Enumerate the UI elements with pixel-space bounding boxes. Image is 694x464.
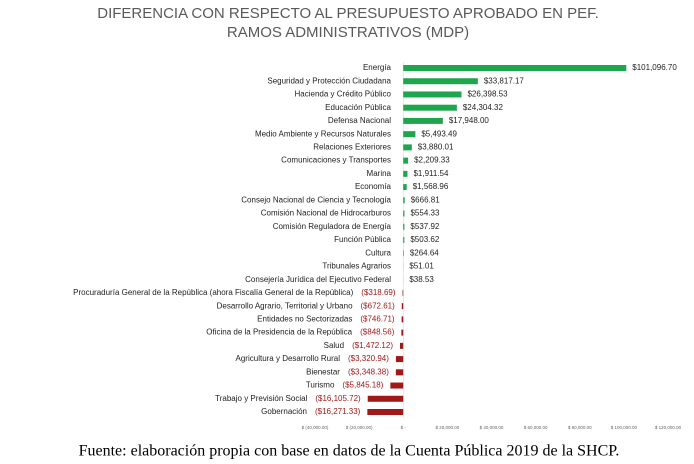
value-label: ($318.69) xyxy=(361,288,396,297)
value-label: ($672.61) xyxy=(361,301,396,310)
source-note: Fuente: elaboración propia con base en d… xyxy=(79,443,620,460)
bar xyxy=(403,250,404,257)
category-label: Tribunales Agrarios xyxy=(322,262,391,271)
value-label: ($1,472.12) xyxy=(352,341,393,350)
category-label: Medio Ambiente y Recursos Naturales xyxy=(255,129,391,138)
value-label: $537.92 xyxy=(410,222,439,231)
category-label: Salud xyxy=(324,341,344,350)
x-tick-label: $ (40,000.00) xyxy=(302,425,329,430)
category-label: Gobernación xyxy=(261,407,307,416)
value-label: $554.33 xyxy=(410,209,439,218)
category-label: Comisión Nacional de Hidrocarburos xyxy=(261,209,391,218)
category-label: Consejo Nacional de Ciencia y Tecnología xyxy=(241,195,391,204)
category-label: Comunicaciones y Transportes xyxy=(281,156,391,165)
category-label: Función Pública xyxy=(334,235,391,244)
value-label: $24,304.32 xyxy=(463,103,504,112)
x-tick-label: $ 120,000.00 xyxy=(655,425,682,430)
value-label: $51.01 xyxy=(409,262,434,271)
category-label: Seguridad y Protección Ciudadana xyxy=(267,76,391,85)
category-label: Hacienda y Crédito Público xyxy=(295,90,392,99)
category-label: Cultura xyxy=(365,248,391,257)
value-label: $264.64 xyxy=(410,248,439,257)
category-label: Agricultura y Desarrollo Rural xyxy=(236,354,341,363)
bar xyxy=(367,395,404,402)
category-label: Oficina de la Presidencia de la Repúblic… xyxy=(206,328,352,337)
value-label: $2,209.33 xyxy=(414,156,450,165)
value-label: $1,911.54 xyxy=(413,169,449,178)
bar xyxy=(403,131,416,138)
x-tick-label: $ (20,000.00) xyxy=(346,425,373,430)
value-label: ($16,271.33) xyxy=(315,407,361,416)
x-tick-label: $ 80,000.00 xyxy=(568,425,592,430)
category-label: Comisión Reguladora de Energía xyxy=(273,222,392,231)
category-label: Relaciones Exteriores xyxy=(313,142,391,151)
category-label: Entidades no Sectorizadas xyxy=(257,314,352,323)
category-label: Procuraduría General de la República (ah… xyxy=(73,288,353,297)
bar xyxy=(403,184,407,191)
x-tick-label: $ 40,000.00 xyxy=(480,425,504,430)
bar xyxy=(402,289,404,296)
bar xyxy=(403,117,443,124)
value-label: $17,948.00 xyxy=(449,116,490,125)
bar xyxy=(367,409,404,415)
bar xyxy=(403,210,405,217)
value-label: $33,817.17 xyxy=(484,76,525,85)
bar xyxy=(403,197,405,204)
bar xyxy=(403,170,408,177)
value-label: ($5,845.18) xyxy=(342,381,383,390)
bar xyxy=(401,316,404,323)
chart-subtitle: RAMOS ADMINISTRATIVOS (MDP) xyxy=(227,24,469,41)
value-label: ($746.71) xyxy=(360,314,395,323)
bar xyxy=(400,342,404,349)
bar xyxy=(401,329,404,336)
bar xyxy=(403,104,457,111)
category-label: Trabajo y Previsión Social xyxy=(215,394,307,403)
bar xyxy=(403,91,462,98)
category-label: Consejería Jurídica del Ejecutivo Federa… xyxy=(245,275,391,284)
category-label: Desarrollo Agrario, Territorial y Urbano xyxy=(217,301,353,310)
value-label: $3,880.01 xyxy=(418,142,454,151)
bar xyxy=(403,78,478,85)
bar xyxy=(403,237,405,243)
value-label: $5,493.49 xyxy=(421,129,457,138)
category-label: Economía xyxy=(355,182,392,191)
x-tick-label: $ 100,000.00 xyxy=(611,425,638,430)
bar xyxy=(401,303,404,310)
x-tick-label: $ 60,000.00 xyxy=(524,425,548,430)
value-label: $503.62 xyxy=(410,235,439,244)
value-label: $1,568.96 xyxy=(413,182,449,191)
category-label: Defensa Nacional xyxy=(328,116,391,125)
value-label: $666.81 xyxy=(411,195,440,204)
bar xyxy=(403,65,627,71)
category-label: Turismo xyxy=(306,381,335,390)
category-label: Marina xyxy=(367,169,392,178)
value-label: ($3,320.94) xyxy=(348,354,389,363)
value-label: ($3,348.38) xyxy=(348,367,389,376)
category-label: Educación Pública xyxy=(325,103,391,112)
bar xyxy=(403,223,405,230)
x-tick-label: $ - xyxy=(401,425,407,430)
bar xyxy=(395,369,404,376)
bar xyxy=(403,144,412,151)
category-label: Energía xyxy=(363,63,392,72)
x-tick-label: $ 20,000.00 xyxy=(435,425,459,430)
category-label: Bienestar xyxy=(306,367,340,376)
chart-title: DIFERENCIA CON RESPECTO AL PRESUPUESTO A… xyxy=(97,5,599,22)
value-label: ($16,105.72) xyxy=(315,394,361,403)
bar xyxy=(390,382,404,389)
value-label: $38.53 xyxy=(409,275,434,284)
value-label: ($848.56) xyxy=(360,328,395,337)
value-label: $101,096.70 xyxy=(632,63,677,72)
bar xyxy=(403,157,409,164)
bar xyxy=(395,356,404,363)
value-label: $26,398.53 xyxy=(467,90,508,99)
